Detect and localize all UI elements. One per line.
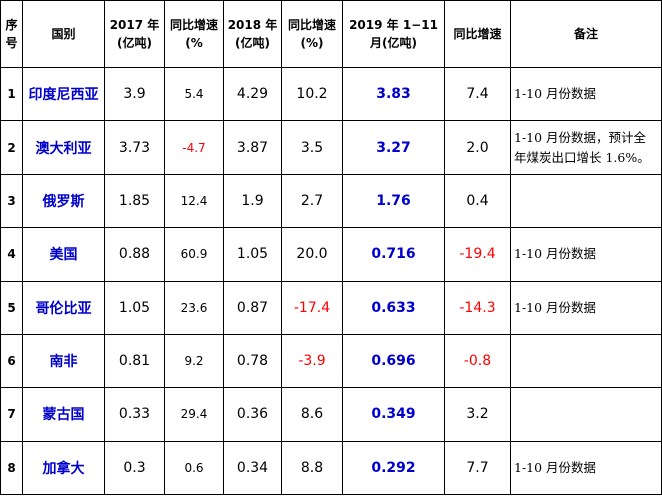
row-2017-value: 0.3	[104, 440, 165, 496]
row-2017-yoy: 23.6	[164, 280, 224, 335]
row-index: 2	[0, 120, 23, 175]
row-2017-value: 1.05	[104, 280, 165, 335]
row-index: 8	[0, 440, 23, 496]
row-index: 7	[0, 387, 23, 442]
row-note	[510, 173, 662, 229]
row-2019-value: 0.696	[342, 333, 445, 389]
row-2018-value: 1.9	[223, 173, 282, 229]
row-2019-yoy: 3.2	[444, 387, 511, 442]
row-2017-yoy: 9.2	[164, 333, 224, 389]
row-2017-value: 0.88	[104, 227, 165, 282]
row-2017-yoy: 0.6	[164, 440, 224, 496]
row-2018-value: 0.36	[223, 387, 282, 442]
table-row: 8 加拿大 0.3 0.6 0.34 8.8 0.292 7.7 1-10 月份数据	[0, 440, 662, 496]
row-2017-yoy: 60.9	[164, 227, 224, 282]
table-row: 7 蒙古国 0.33 29.4 0.36 8.6 0.349 3.2	[0, 387, 662, 442]
header-2017: 2017 年(亿吨)	[104, 0, 165, 68]
table-row: 2 澳大利亚 3.73 -4.7 3.87 3.5 3.27 2.0 1-10 月份数据，预计全…	[0, 120, 662, 175]
row-2018-value: 4.29	[223, 66, 282, 122]
row-2018-yoy: 2.7	[281, 173, 343, 229]
header-row: 序号 国别 2017 年(亿吨) 同比增速(% 2018 年(亿吨) 同比增速(…	[0, 0, 662, 68]
header-idx: 序号	[0, 0, 23, 68]
row-note	[510, 387, 662, 442]
row-2019-yoy: 0.4	[444, 173, 511, 229]
table-row: 4 美国 0.88 60.9 1.05 20.0 0.716 -19.4 1-10 月份数据	[0, 227, 662, 282]
header-yoy-2018: 同比增速(%)	[281, 0, 343, 68]
row-2018-yoy: 8.6	[281, 387, 343, 442]
row-country: 哥伦比亚	[22, 280, 105, 335]
row-2018-value: 1.05	[223, 227, 282, 282]
row-index: 3	[0, 173, 23, 229]
table-row: 6 南非 0.81 9.2 0.78 -3.9 0.696 -0.8	[0, 333, 662, 389]
row-2017-yoy: 5.4	[164, 66, 224, 122]
row-2018-yoy: 20.0	[281, 227, 343, 282]
row-index: 5	[0, 280, 23, 335]
row-note: 1-10 月份数据	[510, 440, 662, 496]
header-country: 国别	[22, 0, 105, 68]
row-index: 1	[0, 66, 23, 122]
row-2018-value: 0.34	[223, 440, 282, 496]
row-2018-yoy: -17.4	[281, 280, 343, 335]
row-index: 4	[0, 227, 23, 282]
row-2019-yoy: 7.4	[444, 66, 511, 122]
row-2019-yoy: -0.8	[444, 333, 511, 389]
row-2017-value: 0.33	[104, 387, 165, 442]
table-row: 5 哥伦比亚 1.05 23.6 0.87 -17.4 0.633 -14.3 1-10 月份数…	[0, 280, 662, 335]
row-2019-value: 3.27	[342, 120, 445, 175]
row-country: 蒙古国	[22, 387, 105, 442]
row-note: 1-10 月份数据	[510, 280, 662, 335]
row-2019-yoy: -19.4	[444, 227, 511, 282]
row-2018-value: 0.78	[223, 333, 282, 389]
row-2018-yoy: 8.8	[281, 440, 343, 496]
row-2019-value: 0.292	[342, 440, 445, 496]
row-2017-yoy: -4.7	[164, 120, 224, 175]
row-index: 6	[0, 333, 23, 389]
row-note	[510, 333, 662, 389]
row-2019-value: 0.349	[342, 387, 445, 442]
row-2018-value: 3.87	[223, 120, 282, 175]
row-2019-value: 3.83	[342, 66, 445, 122]
row-country: 俄罗斯	[22, 173, 105, 229]
row-2019-value: 0.716	[342, 227, 445, 282]
row-country: 美国	[22, 227, 105, 282]
row-note: 1-10 月份数据，预计全年煤炭出口增长 1.6%。	[510, 120, 662, 175]
table-row: 1 印度尼西亚 3.9 5.4 4.29 10.2 3.83 7.4 1-10 月份数据	[0, 66, 662, 122]
row-2019-value: 0.633	[342, 280, 445, 335]
row-country: 印度尼西亚	[22, 66, 105, 122]
header-2019: 2019 年 1−11 月(亿吨)	[342, 0, 445, 68]
row-2017-value: 3.9	[104, 66, 165, 122]
header-yoy-2019: 同比增速	[444, 0, 511, 68]
row-2018-yoy: -3.9	[281, 333, 343, 389]
table-body: 1 印度尼西亚 3.9 5.4 4.29 10.2 3.83 7.4 1-10 月份数据 2 澳大利…	[0, 66, 662, 496]
row-note: 1-10 月份数据	[510, 227, 662, 282]
row-2018-value: 0.87	[223, 280, 282, 335]
header-note: 备注	[510, 0, 662, 68]
row-note: 1-10 月份数据	[510, 66, 662, 122]
table-row: 3 俄罗斯 1.85 12.4 1.9 2.7 1.76 0.4	[0, 173, 662, 229]
row-2017-yoy: 29.4	[164, 387, 224, 442]
row-2019-yoy: 2.0	[444, 120, 511, 175]
row-2017-value: 1.85	[104, 173, 165, 229]
row-2017-yoy: 12.4	[164, 173, 224, 229]
header-yoy-2017: 同比增速(%	[164, 0, 224, 68]
row-country: 加拿大	[22, 440, 105, 496]
row-country: 澳大利亚	[22, 120, 105, 175]
row-2018-yoy: 10.2	[281, 66, 343, 122]
row-2017-value: 3.73	[104, 120, 165, 175]
row-2019-yoy: 7.7	[444, 440, 511, 496]
header-2018: 2018 年(亿吨)	[223, 0, 282, 68]
row-2017-value: 0.81	[104, 333, 165, 389]
row-2019-value: 1.76	[342, 173, 445, 229]
row-2019-yoy: -14.3	[444, 280, 511, 335]
row-2018-yoy: 3.5	[281, 120, 343, 175]
row-country: 南非	[22, 333, 105, 389]
